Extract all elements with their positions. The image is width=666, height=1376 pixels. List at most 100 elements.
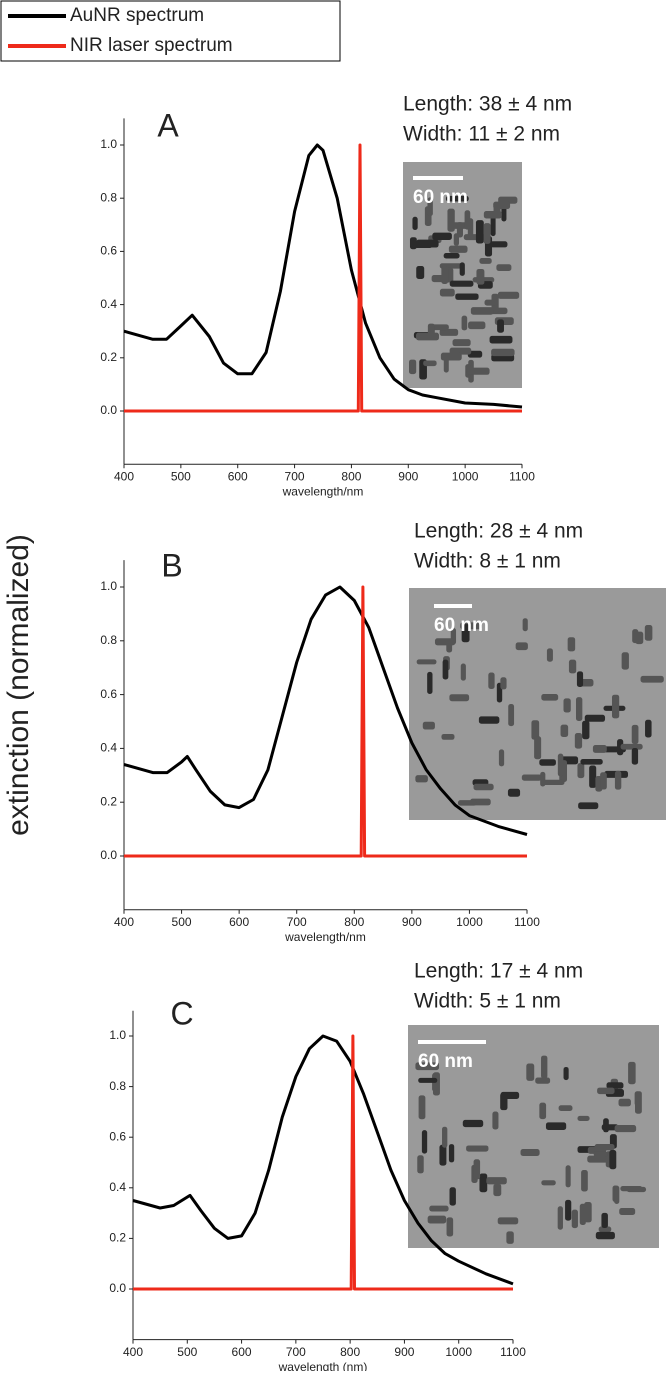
nanorod (595, 1231, 615, 1240)
nanorod (464, 210, 471, 230)
nanorod (535, 1077, 551, 1084)
x-tick-label: 800 (340, 1345, 360, 1359)
nanorod (461, 315, 468, 331)
x-tick-label: 700 (285, 469, 305, 483)
nanorod (449, 280, 474, 287)
y-tick-label: 0.2 (109, 1231, 126, 1245)
nanorod (589, 765, 597, 788)
nanorod (422, 721, 435, 730)
nanorod (493, 201, 511, 209)
nanorod (466, 367, 490, 375)
y-tick-label: 1.0 (109, 1028, 126, 1042)
nanorod (575, 697, 583, 721)
y-tick-label: 0.8 (109, 1079, 126, 1093)
nanorod (592, 745, 607, 753)
nanorod (600, 772, 607, 790)
nanorod (467, 350, 483, 358)
annotation: Length: 17 ± 4 nm (414, 960, 583, 983)
nanorod (614, 1185, 620, 1204)
nanorod (614, 770, 622, 790)
nanorod (568, 659, 577, 674)
nanorod (432, 324, 449, 331)
y-tick-label: 0.0 (100, 848, 117, 862)
nanorod (449, 1187, 456, 1206)
nanorod (645, 719, 652, 738)
x-tick-label: 1100 (509, 469, 535, 483)
nanorod (418, 1077, 438, 1083)
nanorod (582, 720, 590, 740)
y-tick-label: 0.6 (100, 687, 117, 701)
nanorod (468, 321, 486, 330)
y-tick-label: 0.4 (100, 297, 117, 311)
nanorod (429, 1205, 449, 1212)
spectrum-line (124, 585, 527, 858)
nanorod (614, 1124, 637, 1133)
y-tick-label: 0.2 (100, 350, 117, 364)
nanorod (440, 352, 462, 361)
nanorod (441, 733, 455, 740)
nanorod (448, 245, 468, 253)
nanorod (631, 724, 639, 745)
x-tick-label: 900 (398, 469, 418, 483)
nanorod (423, 360, 437, 367)
nanorod (580, 759, 603, 765)
x-tick-label: 500 (177, 1345, 197, 1359)
nanorod (541, 1055, 548, 1079)
nanorod (581, 1170, 588, 1192)
nanorod (493, 1183, 502, 1197)
nanorod (500, 677, 507, 690)
nanorod (584, 1202, 592, 1223)
nanorod (640, 675, 664, 683)
x-axis-title: wavelength/nm (284, 930, 366, 944)
nanorod (515, 642, 528, 651)
nanorod (628, 1061, 636, 1085)
nanorod (439, 1144, 447, 1166)
nanorod (417, 1155, 424, 1174)
nanorod (620, 1186, 643, 1192)
nanorod (447, 208, 455, 232)
y-tick-label: 0.4 (100, 741, 117, 755)
nanorod (584, 714, 606, 722)
x-tick-label: 1000 (445, 1345, 472, 1359)
nanorod (442, 659, 449, 680)
panel-label: B (161, 547, 182, 583)
nanorod (416, 659, 437, 665)
nanorod (497, 319, 504, 333)
x-tick-label: 500 (172, 915, 192, 929)
nanorod (483, 211, 502, 219)
nanorod (546, 648, 553, 662)
nanorod (497, 1217, 519, 1225)
nanorod (486, 1177, 507, 1185)
annotation: Width: 5 ± 1 nm (414, 990, 561, 1013)
nanorod (598, 1226, 612, 1233)
nanorod (445, 195, 469, 202)
nanorod (473, 783, 494, 791)
nanorod (565, 1165, 571, 1188)
nanorod (577, 763, 585, 779)
tem-image (408, 1025, 659, 1248)
nanorod (565, 1199, 572, 1221)
spectrum-line (123, 143, 523, 409)
nanorod (541, 779, 565, 785)
nanorod (497, 291, 520, 299)
nanorod (490, 241, 508, 248)
nanorod (459, 262, 465, 276)
y-tick-label: 0.4 (109, 1180, 126, 1194)
nanorod (442, 1126, 448, 1148)
x-tick-label: 600 (232, 1345, 252, 1359)
x-tick-label: 800 (341, 469, 361, 483)
nanorod (409, 237, 417, 250)
y-tick-label: 1.0 (100, 137, 117, 151)
nanorod (541, 1180, 556, 1186)
nanorod (619, 1207, 636, 1216)
nanorod (491, 348, 515, 357)
x-tick-label: 500 (171, 469, 191, 483)
nanorod (427, 1215, 447, 1224)
x-tick-label: 1100 (500, 1345, 526, 1359)
x-tick-label: 1100 (514, 915, 540, 929)
nanorod (478, 716, 500, 724)
x-tick-label: 700 (286, 1345, 306, 1359)
nanorod (531, 720, 540, 740)
spectrum-line (132, 1034, 514, 1286)
nanorod (450, 222, 469, 229)
